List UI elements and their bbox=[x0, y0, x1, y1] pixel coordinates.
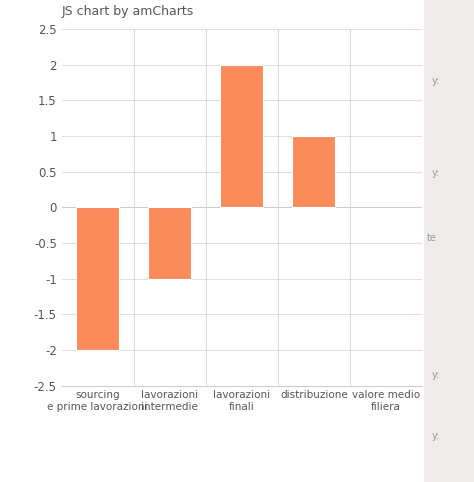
Text: y:: y: bbox=[432, 370, 440, 380]
Bar bbox=[292, 136, 336, 207]
Text: JS chart by amCharts: JS chart by amCharts bbox=[62, 5, 194, 18]
Text: y:: y: bbox=[432, 76, 440, 86]
Bar bbox=[148, 207, 191, 279]
Bar bbox=[76, 207, 119, 350]
Text: y:: y: bbox=[432, 430, 440, 441]
Bar bbox=[220, 65, 264, 207]
Text: te: te bbox=[427, 233, 437, 243]
Text: y:: y: bbox=[432, 168, 440, 178]
